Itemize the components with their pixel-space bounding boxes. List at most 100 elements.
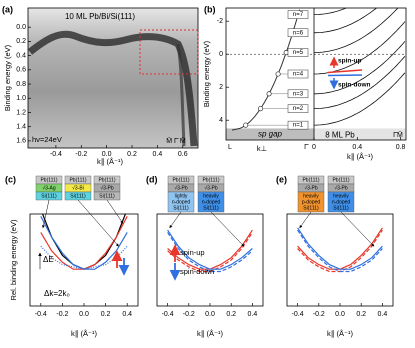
- k-perp-label: k⊥: [257, 144, 268, 153]
- x-tick-label: -0.4: [35, 311, 47, 318]
- spin-up-label: spin-up: [338, 58, 361, 65]
- x-tick-label: 0.6: [178, 151, 188, 158]
- x-tick-label: -0.4: [50, 151, 62, 158]
- annotation: spin-down: [180, 267, 214, 276]
- layer-label: n-doped: [172, 199, 191, 205]
- x-tick-label: -0.4: [292, 311, 304, 318]
- layer-label: √3-Ag: [42, 184, 56, 191]
- y-tick-label: 0.6: [16, 67, 26, 74]
- level-marker: [275, 71, 281, 77]
- level-label: n=2: [293, 106, 304, 112]
- x-tick-label: 0.4: [122, 311, 132, 318]
- dispersion-curve: [297, 229, 383, 273]
- subband: [314, 21, 406, 75]
- x-tick-label: 0.8: [396, 144, 406, 151]
- direction-label: Γ̄M̄: [393, 131, 403, 139]
- frame: [156, 213, 264, 307]
- level-box: [287, 120, 309, 130]
- x-axis-label: k∥ (Å⁻¹): [347, 152, 374, 161]
- layer-label: Si(111): [303, 205, 319, 211]
- y-tick-label: 0.0: [16, 24, 26, 31]
- layer-label: Pb(111): [40, 177, 57, 183]
- layer-label: Pb(111): [69, 177, 86, 183]
- pointer: [106, 199, 124, 224]
- layer-label: Si(111): [173, 205, 189, 211]
- y-tick-label: 1.4: [16, 124, 26, 131]
- y-tick-label: 0: [219, 51, 223, 58]
- y-axis-label: Binding energy (eV): [3, 44, 12, 111]
- pointer: [169, 211, 182, 229]
- level-label: n=6: [293, 30, 304, 36]
- x-tick-label: 0.2: [356, 311, 366, 318]
- subband: [314, 8, 348, 15]
- y-tick-label: 1.2: [16, 109, 26, 116]
- frame: [286, 213, 394, 307]
- subband: [314, 8, 399, 53]
- x-tick-label: -0.2: [75, 151, 87, 158]
- x-tick-label: 0.4: [378, 311, 388, 318]
- level-label: n=5: [293, 50, 304, 56]
- annotation: hν=24eV: [32, 135, 62, 144]
- layer-label: heavily: [333, 193, 349, 199]
- pointer: [299, 211, 312, 229]
- annotation: ΔE: [43, 255, 54, 264]
- layer-label: heavily: [203, 193, 219, 199]
- layer-label: p-doped: [302, 199, 321, 205]
- layer-label: Si(111): [333, 205, 349, 211]
- layer-label: heavily: [303, 193, 319, 199]
- frame: [225, 7, 407, 141]
- level-box: [287, 69, 309, 79]
- spin-up-band: [327, 69, 363, 74]
- level-label: n=7: [293, 12, 304, 18]
- level-box: [287, 28, 309, 37]
- layer-label: √3-Pb: [100, 184, 114, 191]
- subband: [314, 56, 406, 109]
- point-label: L: [228, 144, 232, 151]
- point-label: Γ̄: [304, 144, 309, 151]
- arpes-map: [27, 7, 199, 149]
- layer-label: Pb(111): [98, 177, 115, 183]
- layer-label: √3-Pb: [334, 184, 348, 191]
- x-tick-label: 0.0: [102, 151, 112, 158]
- dispersion-curve: [40, 216, 128, 270]
- layer-label: Si(111): [41, 193, 57, 199]
- x-axis-label: k∥ (Å⁻¹): [97, 157, 124, 166]
- level-marker: [266, 91, 272, 97]
- annotation: spin-up: [180, 248, 205, 257]
- x-tick-label: 0.2: [127, 151, 137, 158]
- dispersion-curve: [297, 227, 383, 270]
- layer-label: lightly: [175, 193, 188, 199]
- level-label: n=1: [293, 123, 304, 129]
- subband: [314, 8, 378, 34]
- zoom-box: [139, 29, 199, 75]
- symmetry-label: M̄ Γ̄ M̄: [166, 137, 186, 145]
- panel-label: (c): [5, 174, 16, 184]
- layer-label: Si(111): [203, 205, 219, 211]
- x-tick-label: 0.0: [335, 311, 345, 318]
- layer-label: Si(111): [70, 193, 86, 199]
- x-tick-label: -0.2: [183, 311, 195, 318]
- x-tick-label: 0: [312, 144, 316, 151]
- level-box: [287, 10, 309, 19]
- layer-label: Pb(111): [302, 177, 319, 183]
- x-tick-label: 0.0: [205, 311, 215, 318]
- pointer: [77, 199, 119, 247]
- dispersion-curve: [167, 229, 253, 270]
- dispersion-curve: [40, 216, 128, 270]
- x-tick-label: 0.4: [153, 151, 163, 158]
- layer-label: Si(111): [99, 193, 115, 199]
- spin-down-band: [327, 74, 363, 77]
- x-tick-label: -0.2: [56, 311, 68, 318]
- level-box: [287, 48, 309, 57]
- y-tick-label: 2: [219, 84, 223, 91]
- level-label: n=3: [293, 91, 304, 97]
- dispersion-curve: [167, 232, 253, 273]
- gap-region: [226, 128, 314, 140]
- x-axis-label: k∥ (Å⁻¹): [197, 329, 224, 338]
- y-tick-label: 1.0: [16, 95, 26, 102]
- layer-label: √3-Bi: [72, 184, 84, 191]
- panel-label: (a): [2, 4, 13, 14]
- x-tick-label: 0.2: [101, 311, 111, 318]
- dispersion-curve: [297, 229, 383, 273]
- layer-label: Pb(111): [172, 177, 189, 183]
